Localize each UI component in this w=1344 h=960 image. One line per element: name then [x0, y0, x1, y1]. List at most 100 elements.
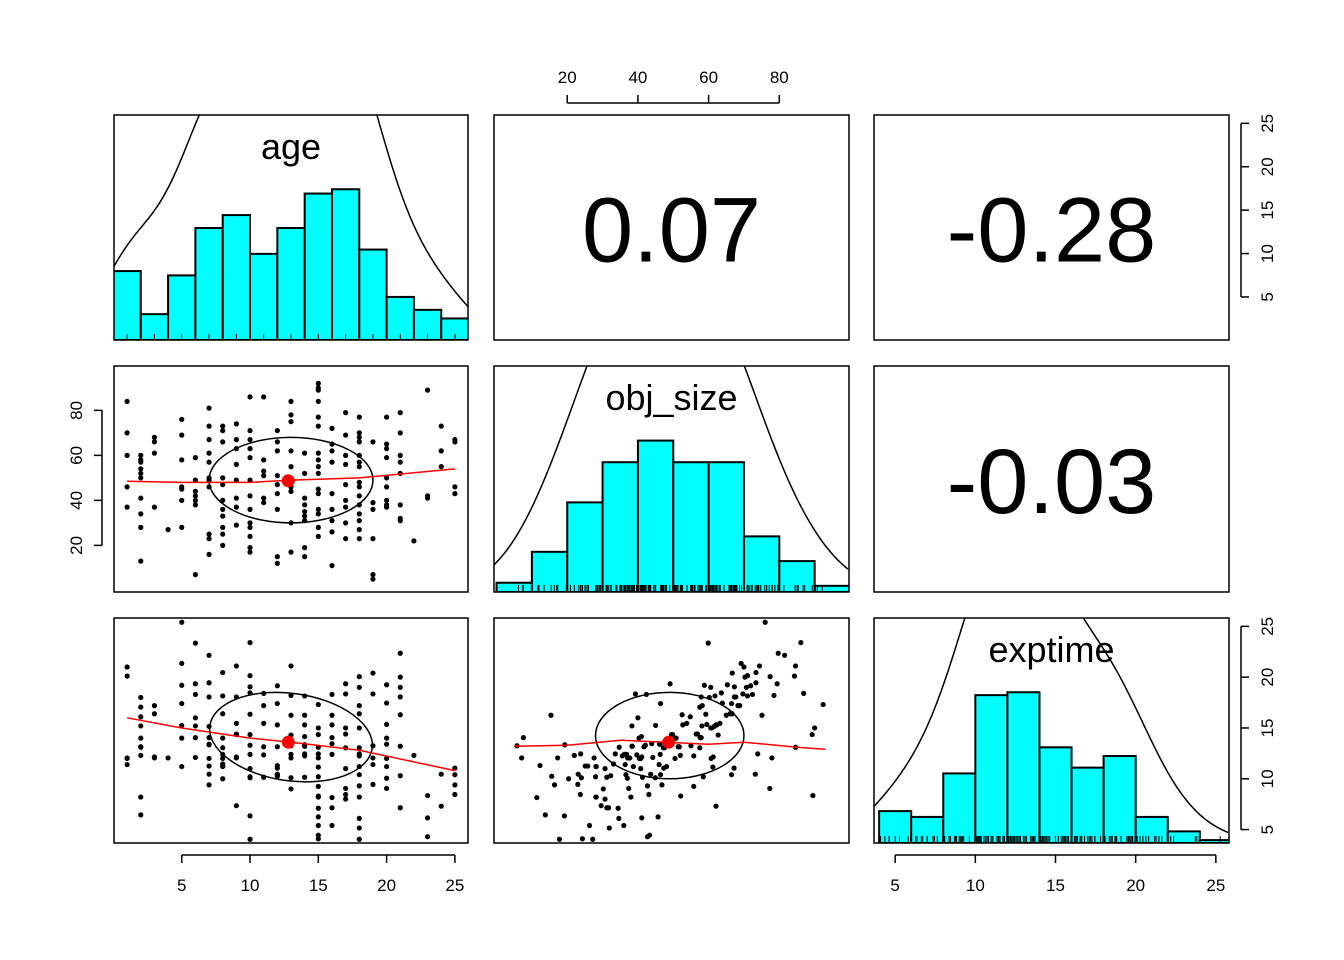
scatter-point — [608, 773, 614, 779]
scatter-point — [705, 640, 711, 646]
scatter-point — [578, 751, 584, 757]
scatter-point — [302, 502, 308, 508]
scatter-point — [679, 712, 685, 718]
loess-line — [127, 468, 455, 484]
tick-label: 5 — [177, 876, 186, 895]
scatter-point — [356, 794, 362, 800]
scatter-point — [356, 459, 362, 465]
scatter-point — [138, 558, 144, 564]
scatter-point — [261, 720, 267, 726]
histogram-bar — [1038, 746, 1073, 843]
scatter-point — [397, 650, 403, 656]
scatter-point — [677, 752, 683, 758]
tick-label: 10 — [241, 876, 260, 895]
scatter-point — [233, 437, 239, 443]
scatter-point — [575, 771, 581, 777]
scatter-point — [261, 473, 267, 479]
scatter-point — [302, 495, 308, 501]
scatter-point — [384, 700, 390, 706]
scatter-point — [356, 479, 362, 485]
scatter-point — [356, 414, 362, 420]
scatter-point — [247, 533, 253, 539]
scatter-point — [220, 506, 226, 512]
scatter-point — [343, 785, 349, 792]
tick-label: 25 — [1206, 876, 1225, 895]
scatter-point — [356, 772, 362, 778]
scatter-point — [639, 815, 645, 821]
scatter-point — [452, 765, 458, 771]
scatter-point — [206, 741, 212, 747]
scatter-point — [274, 482, 280, 488]
scatter-point — [179, 497, 185, 503]
histogram-bar — [707, 461, 745, 592]
scatter-point — [315, 380, 321, 386]
scatter-point — [356, 484, 362, 490]
scatter-point — [138, 694, 144, 701]
scatter-point — [356, 684, 362, 690]
scatter-point — [343, 452, 349, 458]
scatter-point — [397, 430, 403, 436]
scatter-point — [710, 764, 716, 770]
scatter-point — [622, 761, 628, 768]
tick-label: 15 — [1046, 876, 1065, 895]
scatter-point — [669, 731, 676, 738]
scatter-point — [329, 691, 335, 698]
histogram-bar — [1102, 755, 1137, 843]
scatter-point — [138, 511, 144, 517]
scatter-point — [302, 509, 308, 515]
scatter-point — [288, 751, 294, 757]
scatter-point — [713, 803, 719, 809]
scatter-point — [577, 791, 583, 798]
scatter-point — [356, 536, 362, 542]
scatter-point — [452, 491, 458, 497]
scatter-point — [315, 423, 321, 429]
panel-frame — [493, 114, 850, 341]
scatter-point — [586, 822, 593, 829]
scatter-point — [616, 815, 622, 822]
scatter-point — [274, 439, 280, 445]
scatter-point — [247, 477, 253, 483]
scatter-point — [192, 723, 198, 729]
scatter-point — [579, 836, 586, 842]
scatter-point — [220, 755, 226, 762]
scatter-point — [384, 446, 390, 452]
scatter-point — [220, 669, 226, 676]
scatter-point — [753, 680, 759, 686]
scatter-point — [655, 814, 661, 820]
scatter-point — [656, 741, 663, 747]
scatter-point — [220, 475, 226, 481]
scatter-point — [629, 723, 635, 729]
correlation-ellipse — [594, 691, 745, 780]
scatter-point — [438, 464, 444, 470]
scatter-point — [798, 639, 804, 646]
scatter-point — [771, 692, 777, 699]
scatter-point — [343, 691, 349, 697]
scatter-point — [343, 504, 349, 510]
scatter-point — [663, 763, 670, 770]
scatter-point — [616, 744, 622, 750]
scatter-point — [356, 527, 362, 533]
scatter-point — [411, 752, 417, 758]
scatter-point — [687, 714, 693, 720]
scatter-point — [233, 803, 239, 809]
scatter-point — [315, 805, 321, 811]
scatter-point — [233, 421, 239, 427]
x-axis-top-obj_size: 20 40 60 80 — [558, 68, 789, 104]
scatter-point — [356, 745, 362, 751]
scatter-point — [439, 845, 444, 850]
scatter-point — [343, 520, 349, 526]
scatter-point — [629, 743, 635, 749]
density-curve — [114, 115, 468, 308]
tick-label: 60 — [67, 446, 86, 465]
scatter-point — [723, 712, 729, 718]
scatter-point — [384, 497, 390, 503]
histogram-bar — [813, 584, 849, 592]
scatter-point — [397, 712, 403, 718]
scatter-point — [370, 500, 376, 506]
mean-point — [281, 735, 295, 749]
histogram-bar — [330, 188, 361, 340]
scatter-point — [438, 423, 444, 429]
panel-obj_size-age — [113, 365, 469, 593]
correlation-value: -0.03 — [947, 431, 1157, 533]
scatter-point — [600, 786, 606, 792]
